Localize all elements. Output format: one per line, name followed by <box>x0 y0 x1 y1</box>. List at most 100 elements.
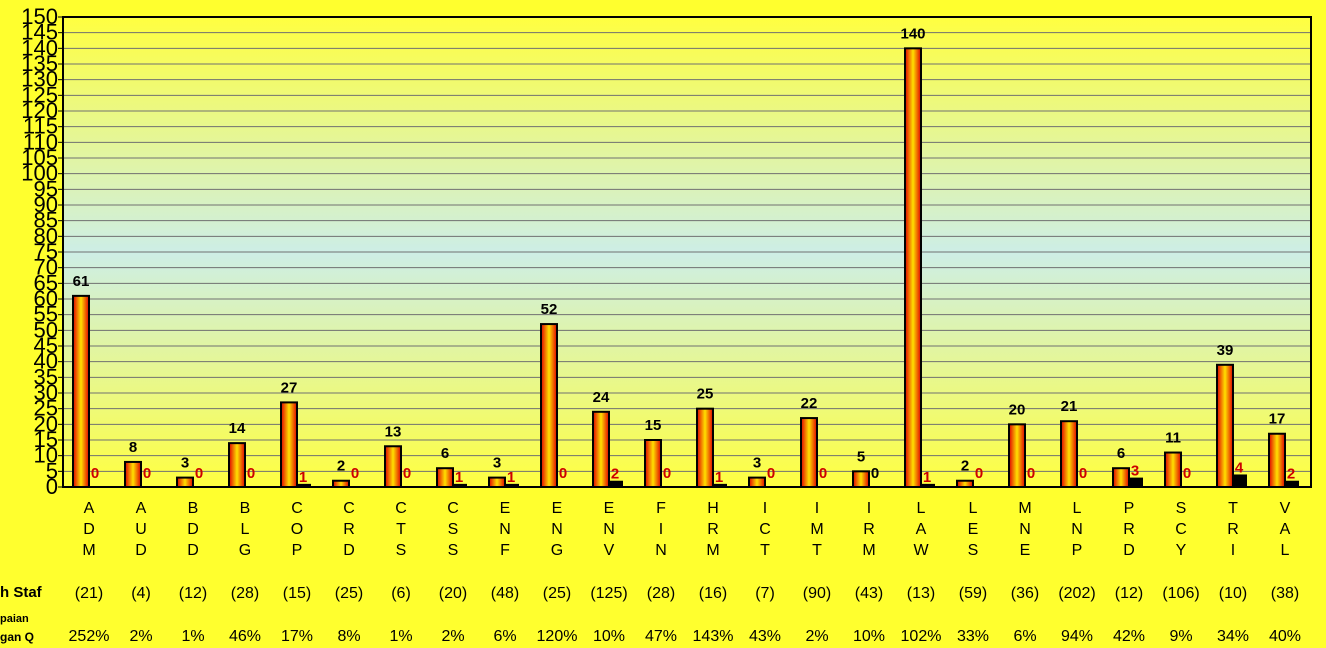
bar-series2-VAL <box>1285 480 1299 487</box>
x-tick-label-TRI-1: R <box>1227 521 1239 538</box>
percentage-IMT: 2% <box>805 628 828 645</box>
x-tick-label-MNE-1: N <box>1019 521 1031 538</box>
staff-count-LAW: (13) <box>907 585 935 602</box>
x-tick-label-BLG-0: B <box>240 500 251 517</box>
bar-series1-ADM <box>72 294 90 488</box>
staff-count-ADM: (21) <box>75 585 103 602</box>
x-tick-label-SCY-0: S <box>1176 500 1187 517</box>
staff-count-row-label: h Staf <box>0 584 42 601</box>
staff-count-FIN: (28) <box>647 585 675 602</box>
percentage-ICT: 43% <box>749 628 781 645</box>
x-tick-label-IMT-1: M <box>810 521 823 538</box>
x-tick-label-MNE-2: E <box>1020 542 1031 559</box>
percentage-LES: 33% <box>957 628 989 645</box>
bar-series2-HRM <box>713 483 727 487</box>
data-label-series2-LNP: 0 <box>1079 465 1087 482</box>
bar-series1-ENG <box>540 323 558 489</box>
percentage-VAL: 40% <box>1269 628 1301 645</box>
staff-count-MNE: (36) <box>1011 585 1039 602</box>
x-tick-label-HRM-1: R <box>707 521 719 538</box>
x-tick-label-ICT-0: I <box>763 500 767 517</box>
data-label-series2-IMT: 0 <box>819 465 827 482</box>
data-label-series1-ENF: 3 <box>493 455 501 472</box>
staff-count-SCY: (106) <box>1162 585 1199 602</box>
percentage-IRM: 10% <box>853 628 885 645</box>
y-tick-label: 125 <box>21 82 58 107</box>
data-label-series2-COP: 1 <box>299 469 307 486</box>
data-label-series1-ADM: 61 <box>73 273 90 290</box>
y-tick-label: 85 <box>34 208 58 233</box>
staff-count-ENV: (125) <box>590 585 627 602</box>
staff-count-IRM: (43) <box>855 585 883 602</box>
data-label-series1-CSS: 6 <box>441 445 449 462</box>
x-tick-label-LNP-0: L <box>1073 500 1082 517</box>
data-label-series1-IRM: 5 <box>857 448 865 465</box>
staff-count-TRI: (10) <box>1219 585 1247 602</box>
data-label-series1-BLG: 14 <box>229 420 246 437</box>
x-tick-label-LAW-2: W <box>913 542 929 559</box>
data-label-series1-TRI: 39 <box>1217 342 1234 359</box>
percentage-AUD: 2% <box>129 628 152 645</box>
staff-count-CRD: (25) <box>335 585 363 602</box>
staff-count-CSS: (20) <box>439 585 467 602</box>
data-label-series2-FIN: 0 <box>663 465 671 482</box>
x-tick-label-CTS-0: C <box>395 500 407 517</box>
data-label-series1-BDD: 3 <box>181 455 189 472</box>
x-tick-label-IRM-0: I <box>867 500 871 517</box>
x-tick-label-ENV-2: V <box>604 542 615 559</box>
x-tick-label-MNE-0: M <box>1018 500 1031 517</box>
y-tick-label: 120 <box>21 98 58 123</box>
data-label-series1-PRD: 6 <box>1117 445 1125 462</box>
x-tick-label-BDD-2: D <box>187 542 199 559</box>
x-tick-label-LAW-0: L <box>917 500 926 517</box>
y-tick-label: 5 <box>46 458 58 483</box>
x-tick-label-CSS-2: S <box>448 542 459 559</box>
bar-series2-ENF <box>505 483 519 487</box>
staff-count-HRM: (16) <box>699 585 727 602</box>
y-tick-label: 70 <box>34 255 58 280</box>
x-tick-label-LAW-1: A <box>916 521 927 538</box>
y-tick-label: 75 <box>34 239 58 264</box>
y-tick-label: 45 <box>34 333 58 358</box>
x-tick-label-AUD-1: U <box>135 521 147 538</box>
data-label-series2-PRD: 3 <box>1131 463 1139 480</box>
data-label-series2-CRD: 0 <box>351 465 359 482</box>
data-label-series2-CSS: 1 <box>455 469 463 486</box>
data-label-series1-LAW: 140 <box>900 25 925 42</box>
y-tick-label: 130 <box>21 67 58 92</box>
data-label-series1-ENG: 52 <box>541 301 558 318</box>
staff-count-BDD: (12) <box>179 585 207 602</box>
staff-count-ENG: (25) <box>543 585 571 602</box>
bar-series1-CTS <box>384 445 402 488</box>
staff-count-COP: (15) <box>283 585 311 602</box>
x-tick-label-ICT-1: C <box>759 521 771 538</box>
data-label-series2-BLG: 0 <box>247 465 255 482</box>
data-label-series2-ENV: 2 <box>611 466 619 483</box>
x-tick-label-ENV-1: N <box>603 521 615 538</box>
x-tick-label-ADM-0: A <box>84 500 95 517</box>
staff-count-IMT: (90) <box>803 585 831 602</box>
x-tick-label-VAL-2: L <box>1281 542 1290 559</box>
x-tick-label-LNP-1: N <box>1071 521 1083 538</box>
data-label-series1-SCY: 11 <box>1165 430 1181 447</box>
data-label-series1-HRM: 25 <box>697 386 714 403</box>
bar-series2-ENV <box>609 480 623 487</box>
y-tick-label: 135 <box>21 51 58 76</box>
x-tick-label-CRD-0: C <box>343 500 355 517</box>
data-label-series2-AUD: 0 <box>143 465 151 482</box>
x-tick-label-LES-0: L <box>969 500 978 517</box>
x-tick-label-LES-1: E <box>968 521 979 538</box>
x-tick-label-CSS-1: S <box>448 521 459 538</box>
staff-count-LNP: (202) <box>1058 585 1095 602</box>
x-tick-label-ENF-1: N <box>499 521 511 538</box>
y-tick-label: 100 <box>21 161 58 186</box>
y-tick-label: 50 <box>34 317 58 342</box>
x-tick-label-BDD-0: B <box>188 500 199 517</box>
y-tick-label: 25 <box>34 396 58 421</box>
bar-series1-ENV <box>592 410 610 488</box>
y-tick-label: 60 <box>34 286 58 311</box>
x-tick-label-LNP-2: P <box>1072 542 1083 559</box>
bar-series1-IMT <box>800 417 818 489</box>
y-tick-label: 115 <box>23 114 58 139</box>
